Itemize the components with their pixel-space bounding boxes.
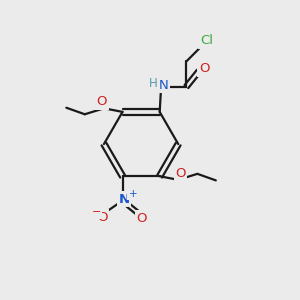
Text: H: H xyxy=(148,76,157,89)
Text: O: O xyxy=(97,95,107,108)
Text: −: − xyxy=(92,208,101,218)
Text: O: O xyxy=(199,62,209,75)
Text: Cl: Cl xyxy=(200,34,213,47)
Text: N: N xyxy=(159,79,168,92)
Text: O: O xyxy=(97,211,108,224)
Text: +: + xyxy=(129,189,137,199)
Text: O: O xyxy=(136,212,147,225)
Text: N: N xyxy=(118,193,130,206)
Text: O: O xyxy=(175,167,186,180)
